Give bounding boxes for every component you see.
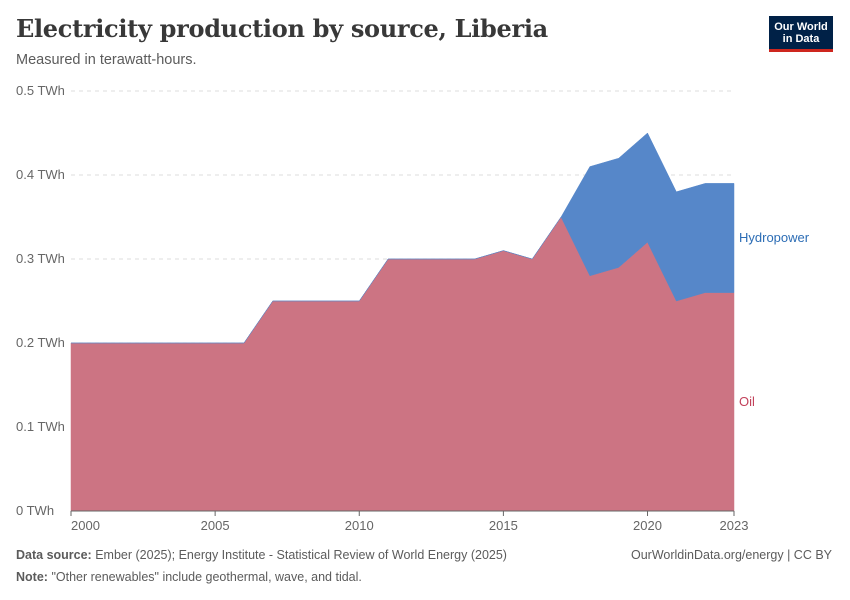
y-tick-label: 0.4 TWh bbox=[16, 167, 65, 182]
owid-logo[interactable]: Our World in Data bbox=[769, 16, 833, 52]
series-label-oil: Oil bbox=[739, 394, 755, 409]
area-chart: 0 TWh 0.1 TWh 0.2 TWh 0.3 TWh 0.4 TWh 0.5 TWh… bbox=[16, 83, 810, 533]
series-label-hydropower: Hydropower bbox=[739, 230, 810, 245]
x-tick-label: 2023 bbox=[720, 518, 749, 533]
chart-note: Note: "Other renewables" include geother… bbox=[16, 570, 362, 584]
x-tick-label: 2005 bbox=[201, 518, 230, 533]
owid-logo-text: Our World in Data bbox=[774, 20, 828, 45]
area-series bbox=[70, 132, 735, 512]
area-oil[interactable] bbox=[70, 216, 735, 512]
data-source-label: Data source: bbox=[16, 548, 92, 562]
x-tick-label: 2010 bbox=[345, 518, 374, 533]
series-labels: Oil Hydropower bbox=[739, 230, 810, 409]
x-tick-label: 2020 bbox=[633, 518, 662, 533]
x-tick-label: 2015 bbox=[489, 518, 518, 533]
note-label: Note: bbox=[16, 570, 48, 584]
y-tick-label: 0.1 TWh bbox=[16, 419, 65, 434]
y-tick-label: 0.3 TWh bbox=[16, 251, 65, 266]
y-tick-label: 0.2 TWh bbox=[16, 335, 65, 350]
axes: 0 TWh 0.1 TWh 0.2 TWh 0.3 TWh 0.4 TWh 0.5 TWh… bbox=[16, 83, 748, 533]
chart-title: Electricity production by source, Liberi… bbox=[16, 14, 548, 43]
y-tick-label: 0 TWh bbox=[16, 503, 54, 518]
chart-subtitle: Measured in terawatt-hours. bbox=[16, 52, 197, 68]
y-tick-label: 0.5 TWh bbox=[16, 83, 65, 98]
note-text: "Other renewables" include geothermal, w… bbox=[51, 570, 362, 584]
x-tick-label: 2000 bbox=[71, 518, 100, 533]
data-source: Data source: Ember (2025); Energy Instit… bbox=[16, 548, 507, 562]
area-hydropower[interactable] bbox=[71, 132, 735, 344]
credit-link[interactable]: OurWorldinData.org/energy | CC BY bbox=[630, 548, 832, 562]
data-source-text[interactable]: Ember (2025); Energy Institute - Statist… bbox=[95, 548, 507, 562]
